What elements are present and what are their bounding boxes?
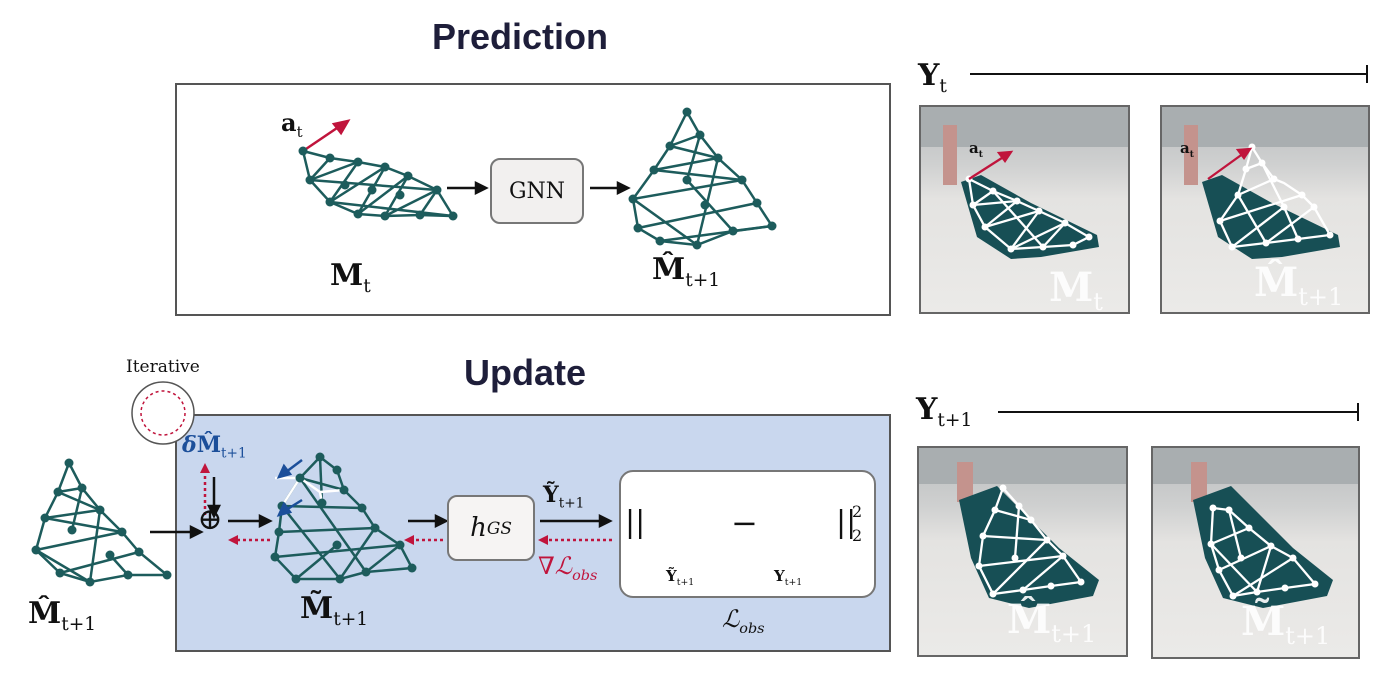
loss-box (619, 470, 876, 598)
observation-photo-3: M̂t+1 (917, 446, 1128, 657)
loss-sup: 2 (852, 502, 863, 521)
rendered-label: Ỹt+1 (543, 482, 585, 512)
observation-photo-4: M̃t+1 (1151, 446, 1360, 659)
loss-minus: − (731, 504, 758, 542)
gnn-box: GNN (490, 158, 584, 224)
photo4-label: M̃t+1 (1241, 598, 1331, 650)
refined-mesh-label: M̃t+1 (300, 591, 369, 630)
gradient-label: ∇ℒobs (538, 552, 598, 584)
mesh-hat-label: M̂t+1 (652, 252, 721, 291)
loss-open: || (625, 505, 646, 540)
renderer-box: h GS (447, 495, 535, 561)
rendered-thumb-label: Ỹt+1 (666, 567, 695, 588)
photo3-label: M̂t+1 (1007, 596, 1097, 648)
photo1-action: at (969, 139, 983, 160)
delta-arrow-icon (276, 459, 303, 517)
iterative-label: Iterative (126, 357, 200, 377)
obs-top-label: Yt (918, 58, 947, 97)
mesh-mt-label: Mt (330, 258, 371, 297)
observation-photo-1: at Mt (919, 105, 1130, 314)
update-title: Update (464, 352, 587, 393)
delta-label: δM̂t+1 (182, 432, 247, 462)
action-arrow-icon (302, 119, 351, 153)
photo2-action: at (1180, 139, 1194, 160)
loss-sub: 2 (852, 526, 863, 545)
plus-symbol: ⊕ (197, 502, 223, 537)
prediction-title: Prediction (432, 16, 609, 57)
loss-label: ℒobs (722, 605, 765, 637)
obs-bottom-label: Yt+1 (916, 392, 973, 431)
loss-close: || (836, 505, 857, 540)
action-label: at (281, 108, 303, 141)
observed-thumb-label: Yt+1 (774, 567, 803, 588)
photo1-label: Mt (1049, 264, 1103, 314)
gnn-label: GNN (508, 178, 566, 204)
photo2-label: M̂t+1 (1254, 259, 1344, 311)
iterative-loop-icon (131, 381, 195, 445)
observation-photo-2: at M̂t+1 (1160, 105, 1370, 314)
input-mesh-label: M̂t+1 (28, 596, 97, 635)
